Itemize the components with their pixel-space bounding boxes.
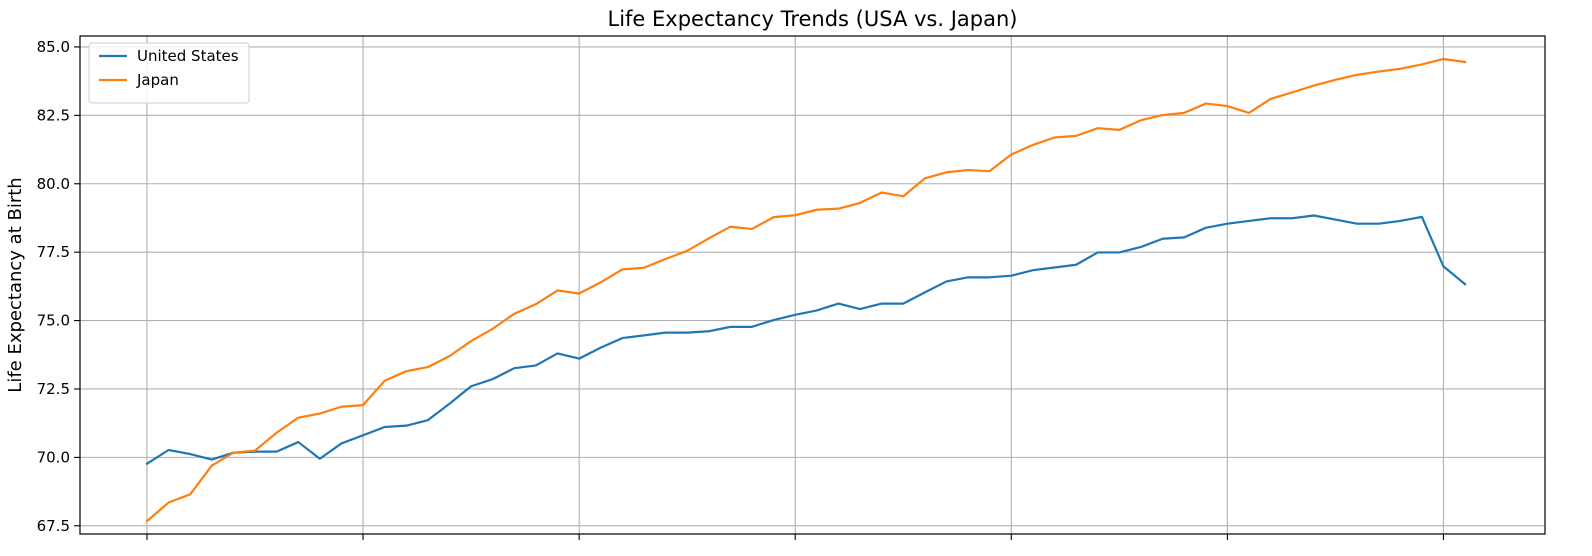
y-tick-label: 80.0 — [37, 175, 70, 193]
y-tick-label: 82.5 — [37, 106, 70, 124]
y-tick-label: 75.0 — [37, 312, 70, 330]
y-axis-label: Life Expectancy at Birth — [5, 177, 26, 392]
legend-label-united-states: United States — [137, 47, 239, 65]
y-tick-label: 70.0 — [37, 448, 70, 466]
series-line-japan — [145, 57, 1467, 523]
series-layer — [145, 57, 1467, 523]
tick-layer: 67.5 70.0 72.5 75.0 77.5 80.0 82.5 85.0 — [37, 38, 1444, 540]
plot-frame — [79, 35, 1546, 535]
y-tick-label: 67.5 — [37, 517, 70, 535]
y-tick-label: 85.0 — [37, 38, 70, 56]
legend-label-japan: Japan — [136, 71, 179, 89]
y-tick-label: 72.5 — [37, 380, 70, 398]
chart-title: Life Expectancy Trends (USA vs. Japan) — [608, 7, 1018, 31]
legend: United States Japan — [88, 42, 250, 104]
y-tick-label: 77.5 — [37, 243, 70, 261]
grid-layer — [80, 36, 1545, 534]
legend-box — [88, 42, 250, 104]
series-line-united-states — [145, 214, 1467, 466]
